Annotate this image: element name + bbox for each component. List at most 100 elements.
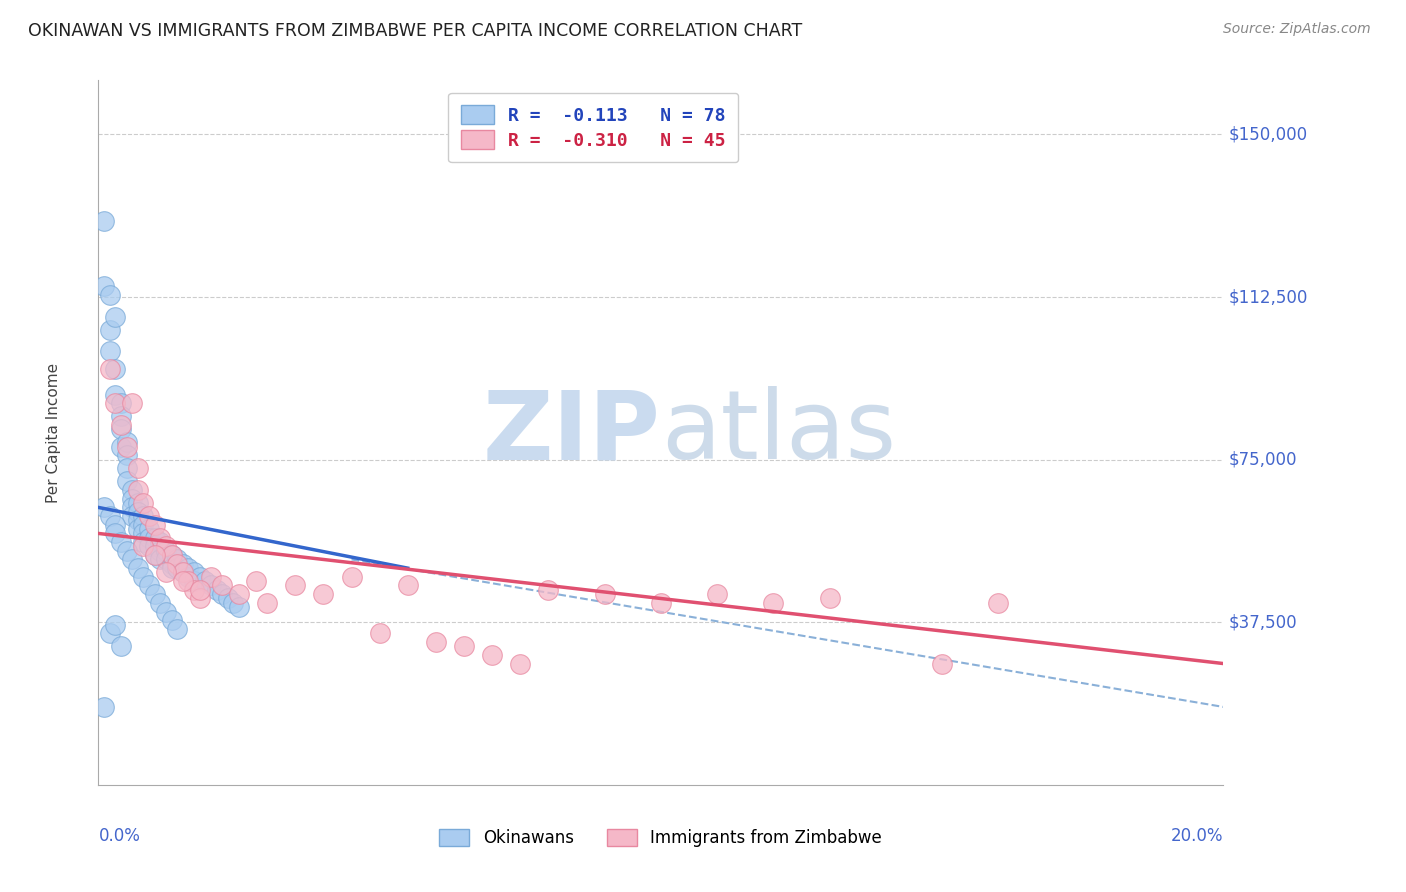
Point (172, 574, 194, 589)
Point (138, 540, 160, 554)
Point (93, 699, 115, 714)
Point (217, 591, 239, 606)
Point (104, 526, 127, 541)
Point (155, 540, 177, 554)
Point (183, 574, 205, 589)
Point (98, 361, 121, 376)
Point (188, 591, 211, 606)
Point (155, 552, 177, 566)
Point (121, 483, 143, 497)
Point (368, 626, 391, 640)
Point (987, 596, 1010, 610)
Point (172, 566, 194, 580)
Point (127, 561, 149, 575)
Point (104, 387, 127, 401)
Text: $75,000: $75,000 (1229, 450, 1298, 468)
Point (132, 517, 155, 532)
Point (166, 552, 188, 566)
Point (98, 509, 121, 524)
Point (312, 587, 335, 601)
Point (132, 535, 155, 549)
Point (481, 648, 503, 662)
Point (650, 596, 672, 610)
Point (104, 310, 127, 324)
Point (396, 578, 419, 592)
Point (256, 596, 278, 610)
Point (115, 440, 138, 454)
Point (138, 531, 160, 545)
Legend: R =  -0.113   N = 78, R =  -0.310   N = 45: R = -0.113 N = 78, R = -0.310 N = 45 (449, 93, 738, 162)
Point (98, 626, 121, 640)
Point (172, 557, 194, 571)
Point (205, 582, 228, 597)
Point (132, 570, 155, 584)
Point (110, 396, 132, 410)
Point (104, 396, 127, 410)
Point (115, 449, 138, 463)
Point (177, 561, 200, 575)
Point (453, 639, 475, 653)
Point (98, 288, 121, 302)
Point (537, 582, 560, 597)
Point (127, 522, 149, 536)
Point (143, 587, 166, 601)
Point (115, 461, 138, 475)
Point (127, 505, 149, 519)
Point (425, 635, 447, 649)
Point (818, 591, 841, 606)
Point (127, 513, 149, 527)
Point (593, 587, 616, 601)
Text: $112,500: $112,500 (1229, 288, 1308, 306)
Point (127, 496, 149, 510)
Point (115, 543, 138, 558)
Point (188, 582, 211, 597)
Point (509, 657, 531, 671)
Text: $150,000: $150,000 (1229, 126, 1308, 144)
Point (149, 531, 172, 545)
Point (110, 409, 132, 424)
Point (211, 587, 233, 601)
Point (149, 552, 172, 566)
Point (127, 483, 149, 497)
Point (177, 570, 200, 584)
Point (121, 500, 143, 515)
Point (138, 522, 160, 536)
Point (155, 566, 177, 580)
Point (132, 496, 155, 510)
Text: OKINAWAN VS IMMIGRANTS FROM ZIMBABWE PER CAPITA INCOME CORRELATION CHART: OKINAWAN VS IMMIGRANTS FROM ZIMBABWE PER… (28, 22, 803, 40)
Point (155, 543, 177, 558)
Point (127, 461, 149, 475)
Point (98, 344, 121, 359)
Point (104, 517, 127, 532)
Point (121, 509, 143, 524)
Point (166, 557, 188, 571)
Point (284, 578, 307, 592)
Text: ZIP: ZIP (482, 386, 661, 479)
Point (110, 639, 132, 653)
Point (160, 548, 183, 562)
Text: Per Capita Income: Per Capita Income (46, 362, 60, 503)
Point (143, 531, 166, 545)
Point (143, 517, 166, 532)
Point (143, 540, 166, 554)
Point (194, 574, 217, 589)
Point (149, 596, 172, 610)
Point (188, 570, 211, 584)
Text: $37,500: $37,500 (1229, 614, 1298, 632)
Point (138, 578, 160, 592)
Text: Source: ZipAtlas.com: Source: ZipAtlas.com (1223, 22, 1371, 37)
Text: atlas: atlas (661, 386, 896, 479)
Point (160, 613, 183, 627)
Point (93, 500, 115, 515)
Point (149, 543, 172, 558)
Point (132, 526, 155, 541)
Point (149, 535, 172, 549)
Point (228, 600, 250, 615)
Point (143, 548, 166, 562)
Point (132, 540, 155, 554)
Point (121, 552, 143, 566)
Point (200, 578, 222, 592)
Point (115, 435, 138, 450)
Point (104, 361, 127, 376)
Point (340, 570, 363, 584)
